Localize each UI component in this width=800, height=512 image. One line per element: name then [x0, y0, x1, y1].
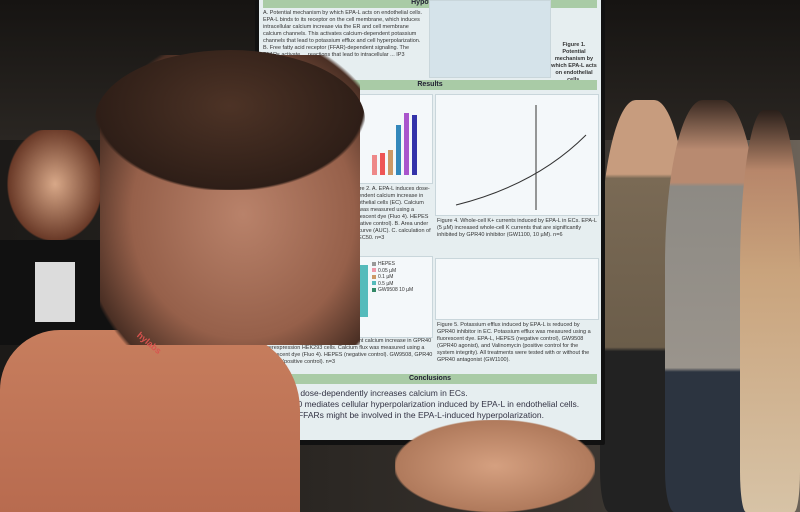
- iv-curve: [455, 105, 587, 210]
- legend-swatch: [372, 287, 376, 292]
- legend-swatch: [372, 268, 376, 273]
- figure-2-caption: Figure 2. A. EPA-L induces dose-dependen…: [349, 186, 431, 241]
- presenter-hands: [395, 420, 595, 512]
- presenter-shirt: [0, 330, 300, 512]
- legend-label: HEPES: [378, 261, 395, 267]
- conclusion-item: GPR40 mediates cellular hyperpolarizatio…: [269, 399, 594, 410]
- attendee: [740, 110, 800, 512]
- legend-label: 0.05 µM: [378, 267, 397, 274]
- bar: [396, 125, 401, 175]
- figure-5-chart: [435, 258, 599, 320]
- figure-3-legend: HEPES 0.05 µM 0.1 µM 0.5 µM GW9508 10 µM: [372, 261, 413, 294]
- bar: [380, 153, 385, 175]
- legend-item: 0.05 µM: [372, 268, 413, 275]
- bar: [404, 113, 409, 175]
- conclusion-item: Other FFARs might be involved in the EPA…: [269, 410, 594, 421]
- legend-item: 0.5 µM: [372, 281, 413, 288]
- legend-label: GW9508 10 µM: [378, 287, 414, 293]
- legend-label: 0.1 µM: [378, 274, 394, 280]
- conclusion-item: EPA-L dose-dependently increases calcium…: [269, 388, 594, 399]
- figure-4-caption: Figure 4. Whole-cell K+ currents induced…: [437, 218, 597, 238]
- bar: [360, 265, 368, 317]
- attendee: [0, 130, 110, 250]
- figure-1: [429, 0, 551, 78]
- conclusions-header: Conclusions: [263, 374, 597, 384]
- legend-item: 0.1 µM: [372, 274, 413, 281]
- legend-swatch: [372, 261, 376, 266]
- figure-4-chart: [435, 94, 599, 216]
- legend-label: 0.5 µM: [378, 280, 394, 287]
- presenter-hair: [95, 50, 365, 190]
- figure-1-caption: Figure 1. Potential mechanism by which E…: [551, 42, 597, 83]
- bar: [388, 150, 393, 175]
- figure-5-caption: Figure 5. Potassium efflux induced by EP…: [437, 322, 591, 363]
- bar: [372, 155, 377, 175]
- legend-item: HEPES: [372, 261, 413, 268]
- legend-item: GW9508 10 µM: [372, 287, 413, 294]
- bar: [412, 115, 417, 175]
- legend-swatch: [372, 274, 376, 279]
- conclusions-list: EPA-L dose-dependently increases calcium…: [269, 388, 594, 421]
- legend-swatch: [372, 281, 376, 286]
- results-header: Results: [263, 80, 597, 90]
- bar-chart: [372, 113, 417, 175]
